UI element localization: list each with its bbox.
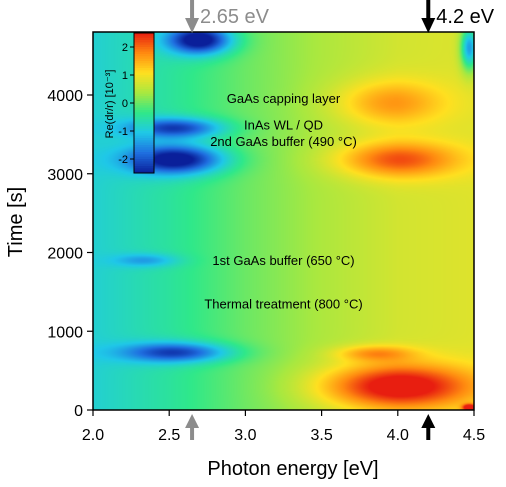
colorbar-segment [134, 168, 154, 172]
plot-frame [92, 31, 475, 411]
y-tick-label: 4000 [47, 88, 83, 105]
x-tick-label: 3.5 [310, 427, 332, 444]
x-tick-label: 2.5 [158, 427, 180, 444]
colorbar-tick-label: -1 [118, 126, 128, 138]
colorbar-segment [134, 145, 154, 148]
colorbar-segment [134, 105, 154, 109]
colorbar-label: Re(dr/r) [10⁻³] [104, 70, 116, 139]
phase-annotation: InAs WL / QD [244, 118, 323, 133]
phase-annotation: 2nd GaAs buffer (490 °C) [210, 134, 357, 149]
marker-arrow-bottom-head [185, 414, 200, 428]
colorbar-segment [134, 51, 154, 55]
colorbar-segment [134, 89, 154, 92]
colorbar-segment [134, 119, 154, 123]
colorbar-segment [134, 33, 154, 36]
colorbar-segment [134, 61, 154, 64]
colorbar-segment [134, 58, 154, 62]
colorbar-segment [134, 107, 154, 111]
colorbar-segment [134, 154, 154, 158]
colorbar-segment [134, 142, 154, 146]
colorbar-segment [134, 75, 154, 78]
colorbar-segment [134, 152, 154, 155]
colorbar-segment [134, 114, 154, 118]
colorbar-segment [134, 37, 154, 41]
heatmap-image [93, 32, 474, 410]
colorbar-segment [134, 128, 154, 132]
x-tick-label: 4.5 [463, 427, 485, 444]
colorbar-segment [134, 72, 154, 76]
colorbar-segment [134, 121, 154, 125]
x-tick-label: 2.0 [82, 427, 104, 444]
colorbar-segment [134, 56, 154, 60]
colorbar-segment [134, 98, 154, 102]
colorbar-segment [134, 140, 154, 144]
colorbar-segment [134, 40, 154, 43]
heatmap-plot-area [92, 31, 475, 411]
phase-annotation: Thermal treatment (800 °C) [204, 296, 362, 311]
marker-label: 2.65 eV [200, 6, 270, 28]
colorbar-segment [134, 65, 154, 69]
phase-annotation: 1st GaAs buffer (650 °C) [212, 253, 354, 268]
colorbar-segment [134, 166, 154, 169]
x-tick-label: 3.0 [234, 427, 256, 444]
colorbar-segment [134, 47, 154, 50]
x-axis-title: Photon energy [eV] [207, 458, 378, 480]
colorbar-segment [134, 100, 154, 104]
marker-arrow-top-head [421, 18, 436, 33]
y-axis-title: Time [s] [5, 187, 27, 257]
colorbar-segment [134, 126, 154, 130]
colorbar-segment [134, 110, 154, 113]
colorbar-segment [134, 86, 154, 90]
colorbar-segment [134, 79, 154, 83]
y-tick-label: 1000 [47, 324, 83, 341]
x-axis: 2.0 2.5 3.0 3.5 4.0 4.5 [82, 410, 485, 444]
x-tick-label: 4.0 [387, 427, 409, 444]
colorbar: -2 -1 0 1 2 Re(dr/r) [10⁻³] [104, 32, 155, 174]
colorbar-segment [134, 91, 154, 95]
colorbar-segment [134, 133, 154, 137]
colorbar-tick-label: -2 [118, 154, 128, 166]
y-axis: 0 1000 2000 3000 4000 [47, 88, 93, 420]
colorbar-segment [134, 35, 154, 39]
colorbar-segment [134, 82, 154, 85]
colorbar-segment [134, 54, 154, 57]
colorbar-segment [134, 147, 154, 151]
colorbar-segment [134, 70, 154, 74]
colorbar-segment [134, 49, 154, 53]
colorbar-segment [134, 131, 154, 134]
colorbar-tick-label: 1 [122, 70, 128, 82]
colorbar-segment [134, 112, 154, 116]
colorbar-segment [134, 149, 154, 153]
colorbar-segment [134, 138, 154, 141]
y-tick-label: 0 [74, 403, 83, 420]
marker-label: 4.2 eV [436, 6, 494, 28]
colorbar-segment [134, 170, 154, 174]
colorbar-tick-label: 0 [122, 98, 128, 110]
colorbar-segment [134, 163, 154, 167]
phase-annotation: GaAs capping layer [227, 91, 341, 106]
colorbar-segment [134, 93, 154, 97]
colorbar-tick-label: 2 [122, 42, 128, 54]
colorbar-segment [134, 68, 154, 71]
y-tick-label: 3000 [47, 167, 83, 184]
marker-arrow-bottom-head [421, 414, 436, 428]
colorbar-segment [134, 156, 154, 160]
colorbar-segment [134, 159, 154, 162]
colorbar-segment [134, 44, 154, 48]
marker-arrow-top-head [185, 18, 200, 33]
colorbar-segment [134, 96, 154, 99]
colorbar-segment [134, 77, 154, 81]
y-tick-label: 2000 [47, 246, 83, 263]
colorbar-segment [134, 42, 154, 46]
colorbar-segment [134, 124, 154, 127]
colorbar-segment [134, 135, 154, 139]
colorbar-segment [134, 117, 154, 120]
colorbar-segment [134, 63, 154, 67]
energy-markers: 2.65 eV 4.2 eV [185, 0, 495, 440]
colorbar-segment [134, 103, 154, 106]
colorbar-segment [134, 84, 154, 88]
colorbar-segment [134, 161, 154, 165]
